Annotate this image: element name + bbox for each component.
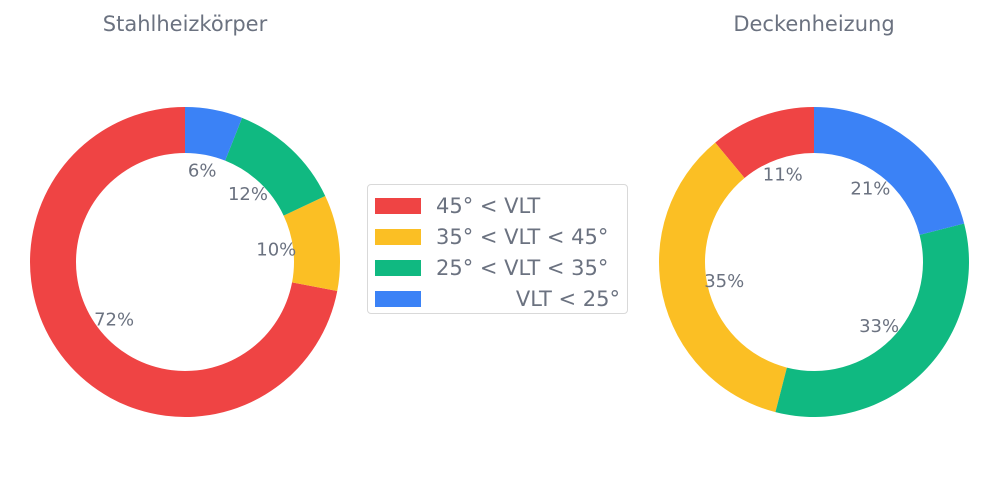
legend-swatch-over-45 xyxy=(375,198,421,214)
donut-label-deckenheizung-0: 11% xyxy=(763,164,803,185)
donut-label-stahlheizkoerper-0: 72% xyxy=(94,310,134,331)
donut-slices-deckenheizung xyxy=(658,107,970,417)
donut-label-deckenheizung-3: 21% xyxy=(850,178,890,199)
donut-slice-stahlheizkoerper-0 xyxy=(29,107,338,417)
donut-slice-deckenheizung-0 xyxy=(715,107,814,179)
chart-legend: 45° < VLT 35° < VLT < 45° 25° < VLT < 35… xyxy=(367,184,628,314)
donut-slice-deckenheizung-2 xyxy=(775,223,970,417)
chart-title-stahlheizkoerper: Stahlheizkörper xyxy=(103,12,268,36)
legend-label-25-to-35: 25° < VLT < 35° xyxy=(436,256,609,280)
legend-label-over-45: 45° < VLT xyxy=(436,194,541,218)
donut-slices-stahlheizkoerper xyxy=(29,107,340,417)
legend-item-over-45: 45° < VLT xyxy=(368,190,627,221)
donut-label-stahlheizkoerper-3: 6% xyxy=(188,161,217,182)
donut-label-deckenheizung-2: 33% xyxy=(859,316,899,337)
legend-swatch-25-to-35 xyxy=(375,260,421,276)
donut-label-stahlheizkoerper-1: 10% xyxy=(256,240,296,261)
legend-swatch-35-to-45 xyxy=(375,229,421,245)
chart-title-deckenheizung: Deckenheizung xyxy=(733,12,894,36)
legend-item-25-to-35: 25° < VLT < 35° xyxy=(368,252,627,283)
legend-item-35-to-45: 35° < VLT < 45° xyxy=(368,221,627,252)
donut-chart-stahlheizkoerper: Stahlheizkörper 72% 10% 12% 6% xyxy=(29,12,340,417)
donut-slice-stahlheizkoerper-1 xyxy=(283,196,340,292)
donut-labels-stahlheizkoerper: 72% 10% 12% 6% xyxy=(94,161,296,331)
donut-label-stahlheizkoerper-2: 12% xyxy=(228,184,268,205)
legend-swatch-under-25 xyxy=(375,291,421,307)
legend-label-35-to-45: 35° < VLT < 45° xyxy=(436,225,609,249)
donut-slice-stahlheizkoerper-3 xyxy=(185,107,243,161)
donut-label-deckenheizung-1: 35% xyxy=(704,271,744,292)
donut-slice-deckenheizung-3 xyxy=(814,107,965,235)
donut-slice-stahlheizkoerper-2 xyxy=(225,117,326,216)
legend-item-under-25: VLT < 25° xyxy=(368,283,627,314)
donut-labels-deckenheizung: 11% 35% 33% 21% xyxy=(704,164,899,337)
donut-slice-deckenheizung-1 xyxy=(658,142,787,413)
donut-chart-deckenheizung: Deckenheizung 11% 35% 33% 21% xyxy=(658,12,970,417)
legend-label-under-25: VLT < 25° xyxy=(515,287,620,311)
